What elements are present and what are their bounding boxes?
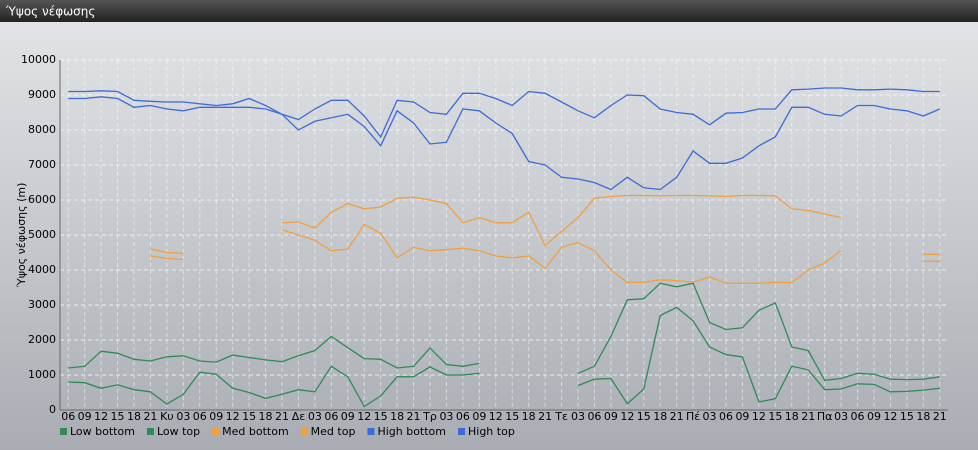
y-tick-label: 4000 [28,263,56,276]
title-bar [0,0,978,22]
y-tick-label: 5000 [28,228,56,241]
legend-swatch [300,428,308,435]
x-tick-label: 03 [439,410,453,423]
x-tick-label: 12 [226,410,240,423]
x-tick-label: 21 [275,410,289,423]
y-tick-label: 10000 [21,53,56,66]
series-line [150,223,940,284]
series-line [68,306,940,408]
x-tick-label: Δε [292,410,306,423]
x-tick-label: 12 [357,410,371,423]
x-tick-label: 18 [916,410,930,423]
x-tick-label: 09 [341,410,355,423]
x-tick-label: Πα [817,410,833,423]
x-tick-label: 09 [735,410,749,423]
x-tick-label: 06 [193,410,207,423]
x-tick-label: 06 [851,410,865,423]
x-tick-label: 03 [571,410,585,423]
legend-swatch [146,428,154,435]
x-tick-label: 06 [719,410,733,423]
x-tick-label: 21 [933,410,947,423]
x-tick-label: 21 [801,410,815,423]
x-tick-label: 15 [900,410,914,423]
x-tick-label: 18 [390,410,404,423]
x-tick-label: 03 [834,410,848,423]
x-tick-label: 21 [407,410,421,423]
legend-label: Med top [311,425,356,438]
x-tick-label: 12 [883,410,897,423]
x-tick-label: 06 [324,410,338,423]
x-tick-label: 09 [867,410,881,423]
legend-swatch [458,428,465,435]
x-tick-label: 06 [456,410,470,423]
x-tick-label: 21 [538,410,552,423]
x-tick-label: 03 [176,410,190,423]
x-tick-label: 15 [637,410,651,423]
series-line [68,282,940,381]
legend-swatch [212,428,220,435]
x-tick-label: 06 [61,410,75,423]
x-tick-label: 09 [472,410,486,423]
x-tick-label: Τρ [422,410,437,423]
x-tick-label: 09 [78,410,92,423]
x-tick-label: Κυ [160,410,174,423]
y-tick-label: 7000 [28,158,56,171]
y-tick-label: 2000 [28,333,56,346]
x-tick-label: 06 [587,410,601,423]
x-tick-label: 15 [768,410,782,423]
x-tick-label: 15 [242,410,256,423]
x-tick-label: 12 [94,410,108,423]
y-tick-label: 6000 [28,193,56,206]
x-tick-label: 12 [620,410,634,423]
legend-label: High bottom [377,425,446,438]
y-tick-label: 9000 [28,88,56,101]
x-tick-label: 18 [522,410,536,423]
y-tick-label: 1000 [28,368,56,381]
x-tick-label: 15 [505,410,519,423]
legend-label: Low top [157,425,200,438]
x-tick-label: 21 [143,410,157,423]
x-tick-label: 09 [209,410,223,423]
legend-label: Low bottom [70,425,135,438]
x-tick-label: 18 [785,410,799,423]
y-tick-label: 8000 [28,123,56,136]
y-axis-label: Ύψος νέφωσης (m) [15,183,28,289]
x-tick-label: 21 [670,410,684,423]
x-tick-label: Πέ [686,410,700,423]
x-tick-label: 15 [111,410,125,423]
x-tick-label: 18 [127,410,141,423]
x-tick-label: 12 [752,410,766,423]
x-tick-label: 03 [703,410,717,423]
x-tick-label: 03 [308,410,322,423]
legend-swatch [367,428,375,435]
legend-swatch [60,428,67,435]
legend-label: Med bottom [222,425,289,438]
y-tick-label: 0 [49,403,56,416]
legend-label: High top [468,425,515,438]
x-tick-label: 12 [489,410,503,423]
x-tick-label: 15 [374,410,388,423]
y-tick-label: 3000 [28,298,56,311]
x-tick-label: 18 [653,410,667,423]
title: Ύψος νέφωσης [5,5,95,19]
x-tick-label: 09 [604,410,618,423]
x-tick-label: Τε [554,410,568,423]
x-tick-label: 18 [259,410,273,423]
series-line [150,194,940,255]
series-line [68,96,941,191]
series-line [68,87,940,139]
